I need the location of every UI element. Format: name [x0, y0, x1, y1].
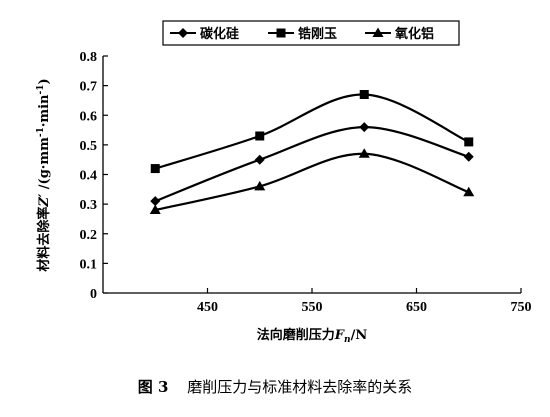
x-axis-title: 法向磨削压力Fn/N [257, 327, 368, 345]
y-tick-label: 0.8 [80, 50, 98, 65]
legend-marker-square [276, 28, 286, 38]
legend-item: 氧化铝 [365, 26, 434, 42]
series-line [155, 152, 470, 212]
figure-number: 图 3 [137, 378, 169, 396]
x-axis-title-var: F [334, 328, 345, 343]
x-axis-title-unit: /N [351, 328, 368, 343]
x-tick-label: 450 [197, 300, 218, 315]
x-axis-title-sub: n [344, 335, 351, 345]
series-diamond [150, 122, 474, 207]
y-axis-title: 材料去除率Z′ /(g·mm-1·min-1) [36, 78, 52, 271]
x-tick-label: 650 [406, 300, 427, 315]
y-axis-title-main: 材料去除率 [36, 207, 52, 272]
x-tick-label: 750 [511, 300, 532, 315]
data-point-square [464, 137, 474, 147]
series-triangle [149, 148, 475, 215]
y-axis-title-unit: /(g·mm [37, 137, 52, 194]
legend-label: 氧化铝 [394, 26, 434, 42]
y-axis-title-exp2: -1 [36, 84, 46, 94]
legend-item: 锆刚玉 [268, 26, 337, 42]
data-point-triangle [254, 180, 266, 191]
plot-area: 0 0.1 0.2 0.3 0.4 0.5 0.6 0.7 0.8 450 550 650 750 [80, 50, 532, 315]
y-tick-label: 0.4 [80, 169, 98, 184]
data-point-diamond [150, 196, 161, 207]
x-ticks: 450 550 650 750 [197, 288, 532, 315]
y-tick-label: 0 [90, 287, 97, 302]
series-layer [149, 90, 475, 215]
data-point-square [359, 90, 369, 100]
y-axis-title-end: ) [37, 78, 52, 84]
legend-item: 碳化硅 [170, 26, 239, 42]
y-tick-label: 0.7 [80, 80, 98, 95]
y-tick-label: 0.3 [80, 198, 98, 213]
legend: 碳化硅 锆刚玉 氧化铝 [162, 20, 460, 46]
y-tick-label: 0.6 [80, 109, 98, 124]
data-point-diamond [463, 151, 474, 162]
data-point-diamond [359, 122, 370, 133]
series-line [154, 93, 470, 170]
legend-label: 锆刚玉 [298, 26, 337, 42]
y-axis-title-mid: ·min [37, 94, 52, 127]
x-axis-title-main: 法向磨削压力 [257, 327, 335, 343]
y-ticks: 0 0.1 0.2 0.3 0.4 0.5 0.6 0.7 0.8 [80, 50, 108, 302]
y-tick-label: 0.5 [80, 139, 98, 154]
legend-marker-triangle [372, 27, 384, 37]
data-point-diamond [254, 154, 265, 165]
data-point-square [150, 164, 160, 174]
y-axis-title-exp1: -1 [36, 127, 46, 137]
chart: 0 0.1 0.2 0.3 0.4 0.5 0.6 0.7 0.8 450 550 650 750 法… [36, 20, 532, 345]
data-point-square [255, 131, 265, 141]
data-point-triangle [463, 186, 475, 197]
legend-box [162, 20, 460, 46]
y-tick-label: 0.2 [80, 228, 98, 243]
series-line [154, 125, 470, 203]
data-point-triangle [358, 148, 370, 158]
legend-entries: 碳化硅 锆刚玉 氧化铝 [170, 26, 434, 42]
y-axis-title-var: Z′ [37, 193, 52, 207]
figure-caption-text: 磨削压力与标准材料去除率的关系 [187, 378, 413, 396]
legend-marker-diamond [178, 28, 188, 38]
x-tick-label: 550 [302, 300, 323, 315]
series-square [150, 90, 474, 174]
y-tick-label: 0.1 [80, 257, 98, 272]
figure-caption: 图 3 磨削压力与标准材料去除率的关系 [0, 376, 550, 397]
data-point-triangle [149, 204, 161, 215]
legend-label: 碳化硅 [200, 26, 239, 42]
